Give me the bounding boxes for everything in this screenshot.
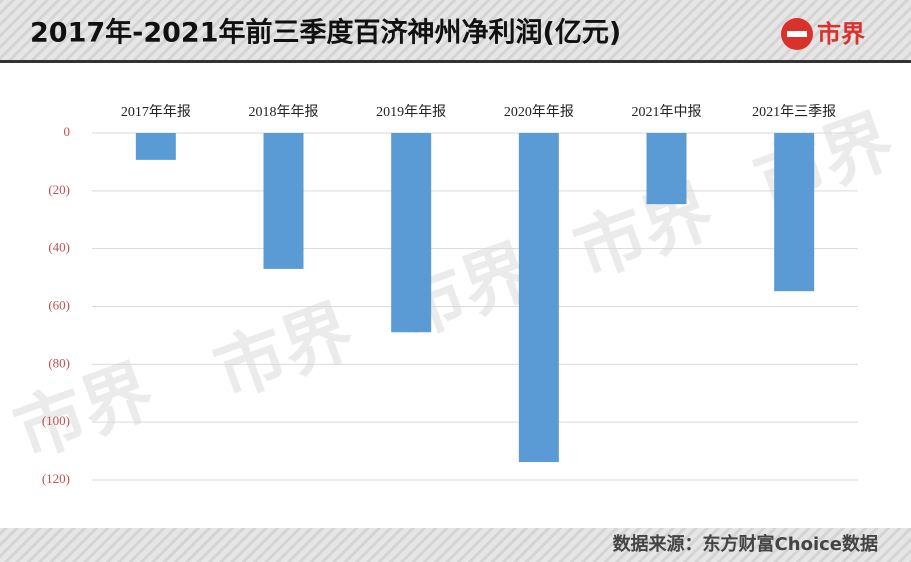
header-rule — [0, 60, 911, 63]
source-note: 数据来源：东方财富Choice数据 — [613, 533, 878, 555]
y-tick-label: (120) — [42, 471, 70, 486]
logo-text: 市界 — [817, 20, 865, 48]
bar — [518, 133, 559, 463]
y-tick-label: (80) — [48, 355, 70, 370]
logo-icon-bar — [787, 31, 807, 37]
watermark: 市界 — [564, 169, 724, 294]
y-tick-label: (60) — [48, 297, 70, 312]
bar — [391, 133, 432, 333]
x-tick-label: 2018年年报 — [249, 104, 319, 120]
header-bg — [0, 0, 911, 62]
watermark: 市界 — [204, 289, 364, 414]
y-tick-label: (100) — [42, 413, 70, 428]
x-tick-label: 2017年年报 — [121, 104, 191, 120]
y-tick-label: (20) — [48, 182, 70, 197]
chart-title: 2017年-2021年前三季度百济神州净利润(亿元) — [30, 17, 621, 49]
x-tick-label: 2019年年报 — [376, 104, 446, 120]
watermark: 市界 — [4, 349, 164, 474]
x-tick-label: 2020年年报 — [504, 104, 574, 120]
y-tick-label: (40) — [48, 240, 70, 255]
footer-bg — [0, 528, 911, 562]
bar — [263, 133, 304, 269]
bar — [774, 133, 815, 292]
y-tick-label: 0 — [64, 124, 71, 139]
bar — [646, 133, 687, 205]
x-tick-label: 2021年中报 — [632, 104, 702, 120]
bar — [135, 133, 176, 160]
x-tick-label: 2021年三季报 — [752, 104, 836, 120]
